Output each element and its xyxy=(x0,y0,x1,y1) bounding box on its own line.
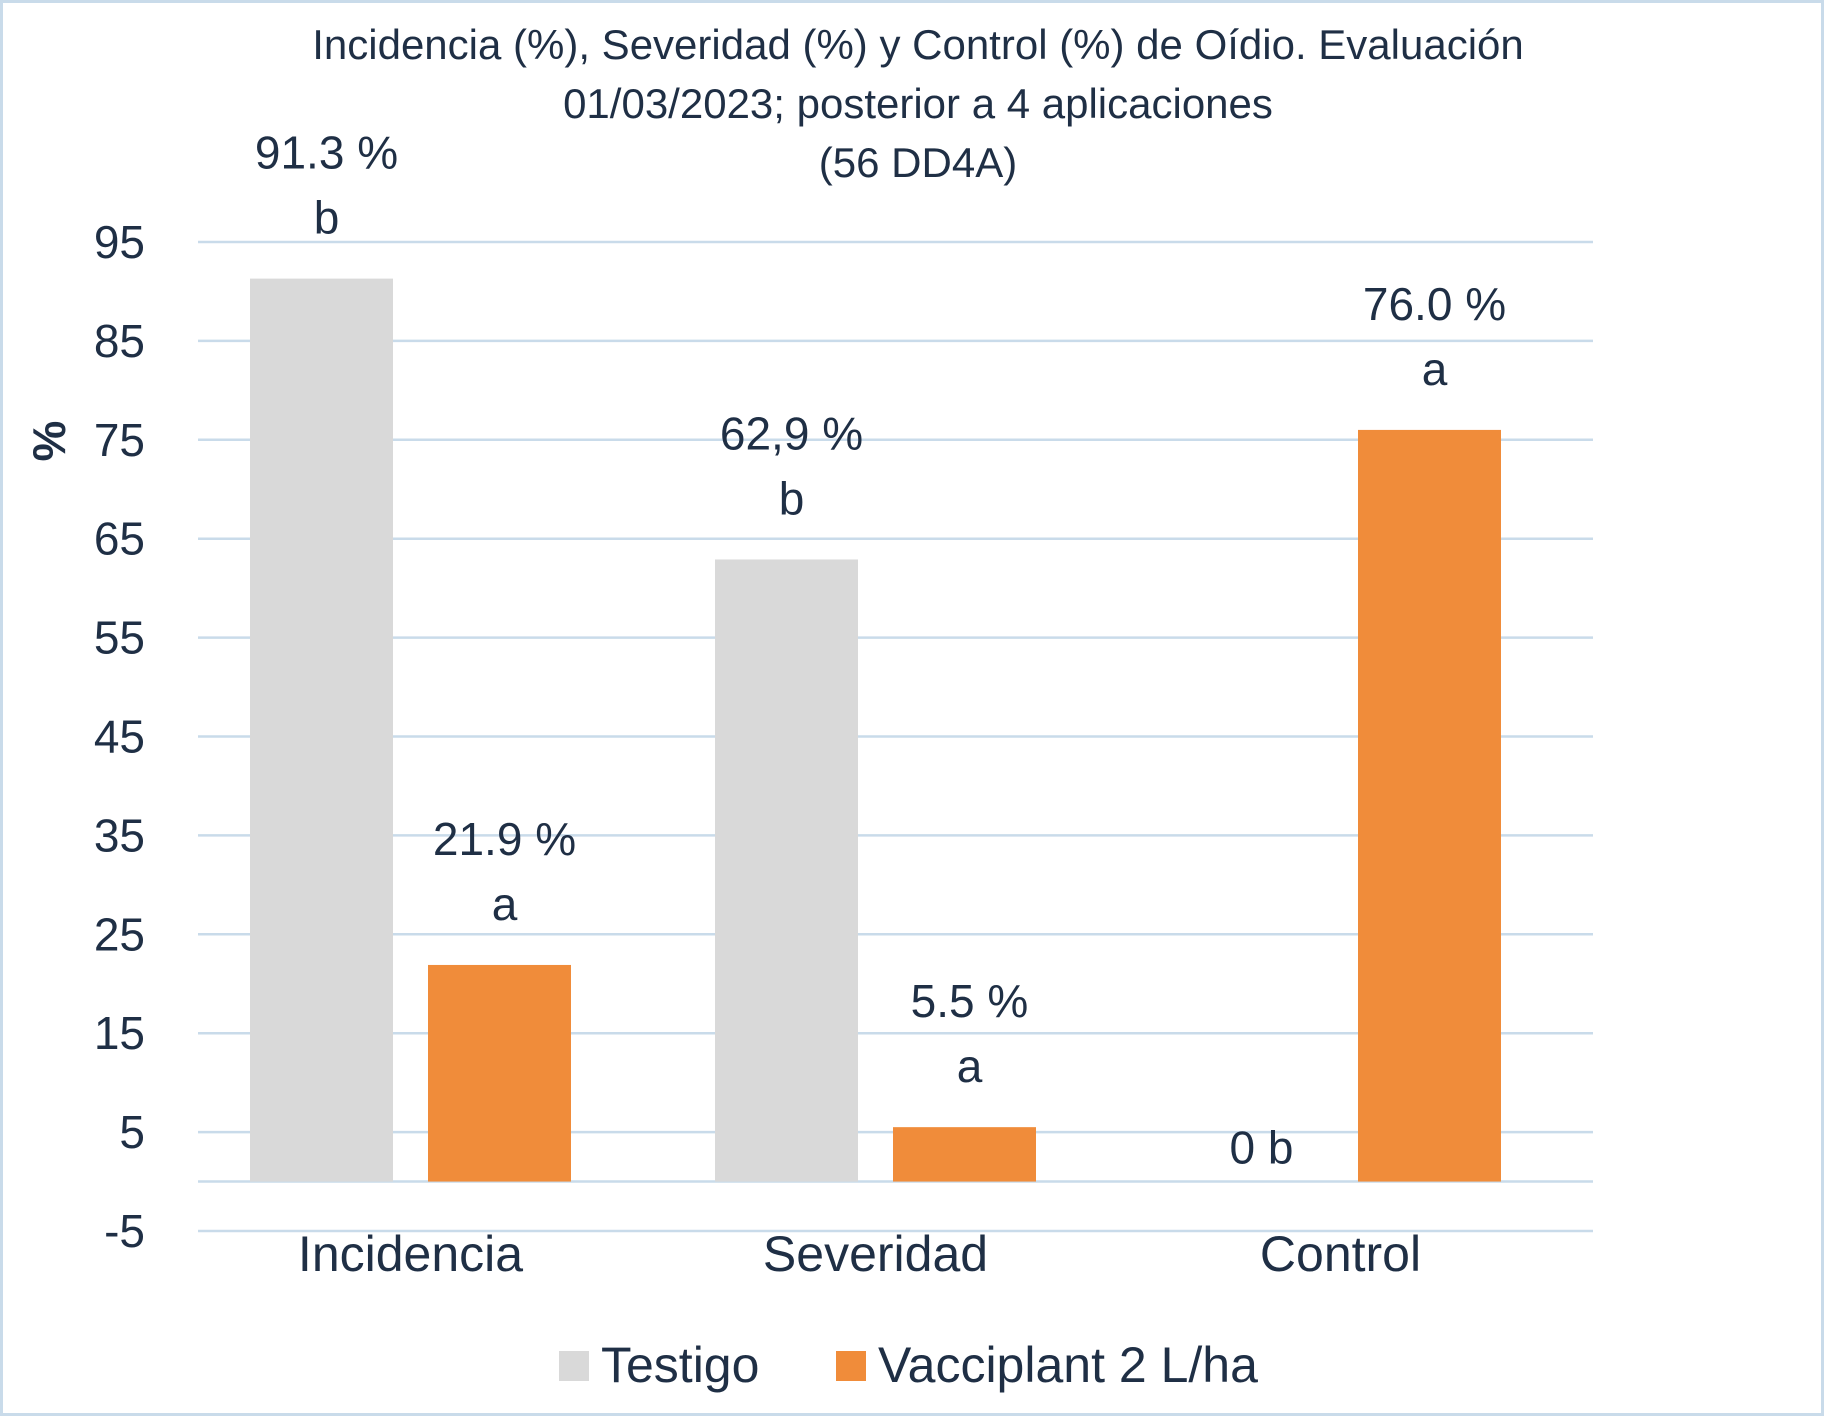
data-label-letter: b xyxy=(779,472,805,524)
data-label-letter: b xyxy=(314,192,340,244)
y-tick-label: 95 xyxy=(94,216,145,268)
y-tick-label: 35 xyxy=(94,809,145,861)
chart-title: Incidencia (%), Severidad (%) y Control … xyxy=(312,21,1524,186)
bars xyxy=(250,278,1501,1182)
bar xyxy=(715,559,858,1182)
data-label-value: 21.9 % xyxy=(433,813,576,865)
data-label-letter: a xyxy=(492,878,518,930)
data-label-letter: b xyxy=(1268,1122,1294,1174)
data-label-value: 0 b xyxy=(1230,1122,1294,1174)
chart-title-line-1: Incidencia (%), Severidad (%) y Control … xyxy=(312,21,1524,68)
y-tick-label: 85 xyxy=(94,315,145,367)
data-label-letter: a xyxy=(1422,343,1448,395)
category-label: Control xyxy=(1260,1226,1421,1282)
y-tick-label: 25 xyxy=(94,908,145,960)
y-tick-label: 65 xyxy=(94,513,145,565)
data-labels: 91.3 % b 21.9 % a 62,9 % b 5.5 % a 0 b 76.0 % a xyxy=(255,127,1506,1174)
category-labels: Incidencia Severidad Control xyxy=(298,1226,1421,1282)
legend-label: Vacciplant 2 L/ha xyxy=(878,1337,1258,1393)
category-label: Incidencia xyxy=(298,1226,523,1282)
data-label-number: 0 xyxy=(1230,1122,1256,1174)
bar xyxy=(250,278,393,1182)
y-tick-label: 55 xyxy=(94,612,145,664)
bar xyxy=(428,964,571,1182)
data-label-value: 62,9 % xyxy=(720,407,863,459)
y-tick-label: 45 xyxy=(94,711,145,763)
y-axis-ticks: 95 85 75 65 55 45 35 25 15 5 -5 xyxy=(94,216,145,1257)
y-axis-label: % xyxy=(23,421,75,462)
y-tick-label: 75 xyxy=(94,414,145,466)
chart-title-line-2: 01/03/2023; posterior a 4 aplicaciones xyxy=(563,80,1273,127)
data-label-letter: a xyxy=(957,1040,983,1092)
chart-title-line-3: (56 DD4A) xyxy=(819,139,1017,186)
bar xyxy=(893,1127,1036,1182)
y-tick-label: -5 xyxy=(104,1205,145,1257)
bar xyxy=(1358,429,1501,1182)
data-label-value: 5.5 % xyxy=(911,975,1029,1027)
bar-chart: Incidencia (%), Severidad (%) y Control … xyxy=(23,21,1593,1393)
y-tick-label: 15 xyxy=(94,1007,145,1059)
legend: Testigo Vacciplant 2 L/ha xyxy=(559,1337,1258,1393)
data-label-value: 91.3 % xyxy=(255,127,398,179)
y-tick-label: 5 xyxy=(119,1106,145,1158)
legend-label: Testigo xyxy=(601,1337,759,1393)
category-label: Severidad xyxy=(763,1226,988,1282)
legend-swatch xyxy=(836,1351,866,1381)
legend-swatch xyxy=(559,1351,589,1381)
data-label-value: 76.0 % xyxy=(1363,278,1506,330)
